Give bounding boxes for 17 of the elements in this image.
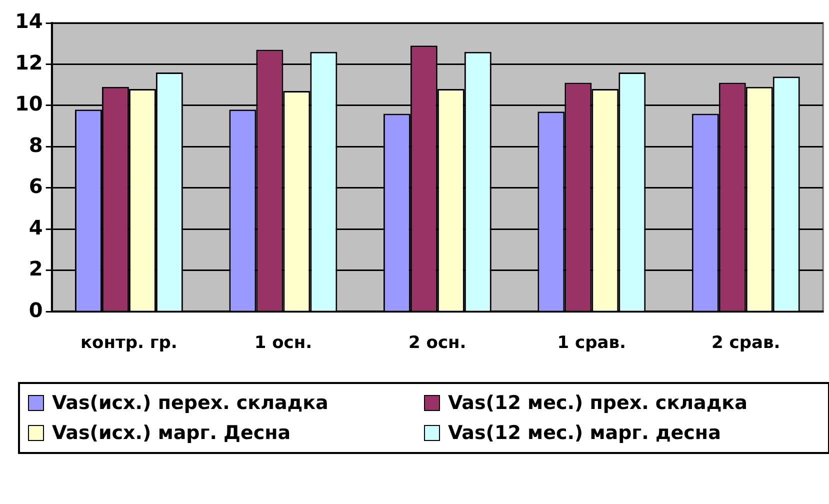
x-tick-label: 2 осн. <box>408 333 466 354</box>
y-tick-label: 8 <box>28 132 43 157</box>
x-tick-label: 1 срав. <box>557 333 626 354</box>
y-tick-label: 14 <box>14 9 43 34</box>
x-tick-label: 2 срав. <box>712 333 780 354</box>
y-tick-label: 12 <box>14 50 43 74</box>
y-tick-label: 0 <box>28 298 43 322</box>
legend-label: Vas(12 мес.) марг. десна <box>448 422 721 444</box>
x-tick-label: контр. гр. <box>80 333 178 354</box>
y-tick-label: 6 <box>28 174 43 198</box>
y-tick-label: 10 <box>14 92 43 116</box>
y-tick-label: 4 <box>28 215 43 240</box>
y-tick-label: 2 <box>28 256 43 281</box>
legend-label: Vas(исх.) марг. Десна <box>52 422 291 444</box>
x-tick-label: 1 осн. <box>254 333 312 354</box>
legend-label: Vas(12 мес.) прех. складка <box>448 392 748 414</box>
legend-label: Vas(исх.) перех. складка <box>52 392 328 414</box>
